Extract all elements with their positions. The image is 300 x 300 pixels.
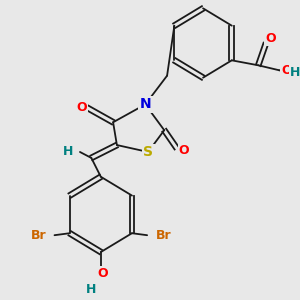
Text: Br: Br xyxy=(31,229,46,242)
Text: O: O xyxy=(76,101,87,114)
Text: O: O xyxy=(98,267,108,280)
Text: S: S xyxy=(143,145,153,159)
Text: O: O xyxy=(179,145,189,158)
Text: Br: Br xyxy=(155,229,171,242)
Text: H: H xyxy=(86,283,97,296)
Text: N: N xyxy=(140,98,151,111)
Text: H: H xyxy=(290,66,300,79)
Text: O: O xyxy=(281,64,292,77)
Text: O: O xyxy=(265,32,276,45)
Text: H: H xyxy=(62,146,73,158)
